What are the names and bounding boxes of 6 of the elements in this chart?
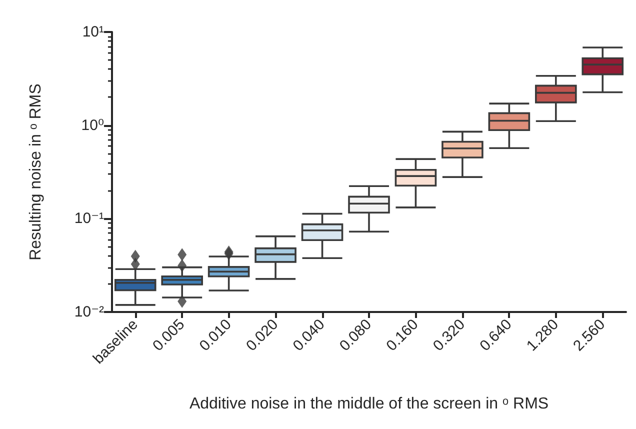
y-tick-label: 10¹ xyxy=(82,24,104,40)
y-tick-label: 10⁻² xyxy=(74,304,104,320)
x-axis-title: Additive noise in the middle of the screen in ᵒ RMS xyxy=(189,396,549,412)
y-tick-label: 10⁻¹ xyxy=(74,210,104,228)
y-tick-label: 10⁰ xyxy=(81,116,104,134)
y-axis-title: Resulting noise in ᵒ RMS xyxy=(28,84,44,260)
